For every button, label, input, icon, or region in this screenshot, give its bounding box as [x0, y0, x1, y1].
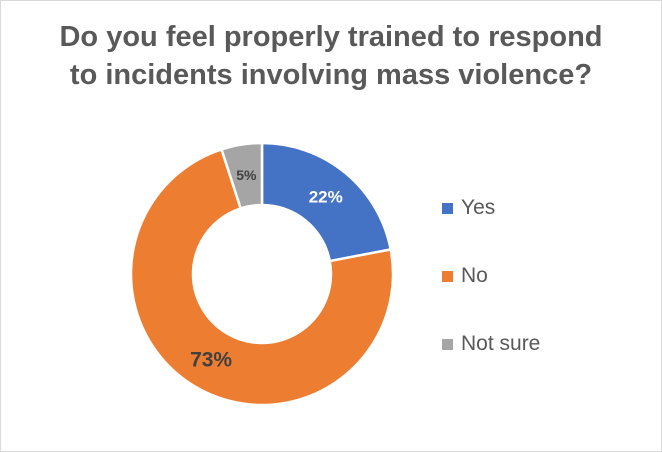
legend-item-not-sure: Not sure	[442, 332, 540, 356]
legend-item-no: No	[442, 264, 488, 288]
chart-title: Do you feel properly trained to respond …	[0, 18, 662, 94]
legend-label-no: No	[461, 264, 488, 287]
chart-title-line-2: to incidents involving mass violence?	[69, 59, 593, 91]
legend-swatch-no	[442, 270, 453, 282]
chart-title-line-1: Do you feel properly trained to respond	[59, 21, 603, 53]
legend-label-yes: Yes	[461, 196, 496, 219]
legend-swatch-yes	[442, 202, 453, 214]
legend-item-yes: Yes	[442, 196, 495, 220]
slice-not-sure	[219, 141, 264, 210]
legend-label-not-sure: Not sure	[461, 332, 541, 355]
data-label-not-sure: 5%	[236, 167, 257, 183]
slice-no	[129, 147, 395, 407]
data-label-no: 73%	[190, 349, 232, 372]
data-label-yes: 22%	[309, 187, 343, 206]
legend-swatch-not-sure	[442, 338, 453, 350]
slice-yes	[260, 141, 393, 263]
